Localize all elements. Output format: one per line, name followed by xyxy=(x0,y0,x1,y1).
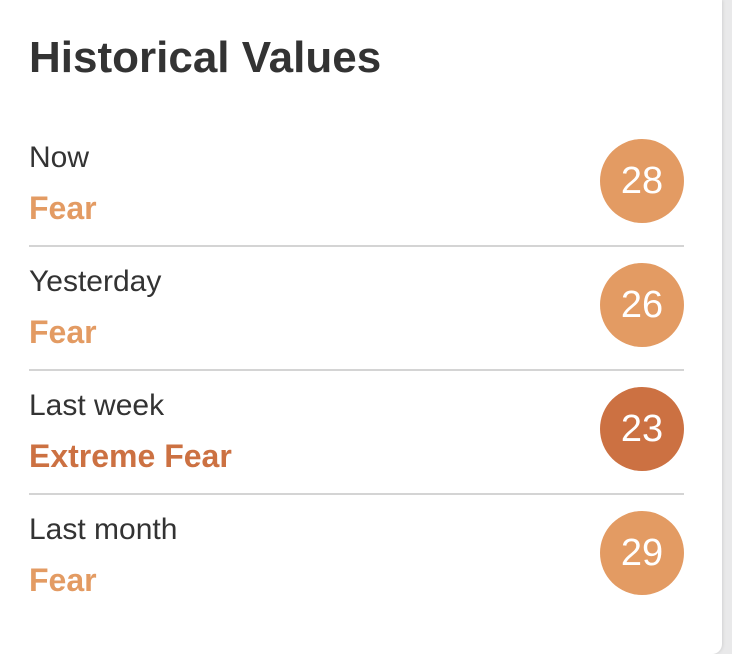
period-label: Last week xyxy=(29,389,165,422)
history-row-yesterday: Yesterday Fear 26 xyxy=(29,247,684,371)
value-badge: 26 xyxy=(600,263,684,347)
historical-values-list: Now Fear 28 Yesterday Fear 26 Last week … xyxy=(29,123,684,619)
value-badge: 29 xyxy=(600,511,684,595)
widget-title: Historical Values xyxy=(29,33,382,82)
history-row-last-week: Last week Extreme Fear 23 xyxy=(29,371,684,495)
value-badge: 23 xyxy=(600,387,684,471)
classification-label: Fear xyxy=(29,190,97,226)
period-label: Yesterday xyxy=(29,265,162,298)
history-row-now: Now Fear 28 xyxy=(29,123,684,247)
classification-label: Extreme Fear xyxy=(29,438,232,474)
classification-label: Fear xyxy=(29,314,97,350)
period-label: Last month xyxy=(29,513,178,546)
period-label: Now xyxy=(29,141,90,174)
classification-label: Fear xyxy=(29,562,97,598)
history-row-last-month: Last month Fear 29 xyxy=(29,495,684,619)
value-badge: 28 xyxy=(600,139,684,223)
